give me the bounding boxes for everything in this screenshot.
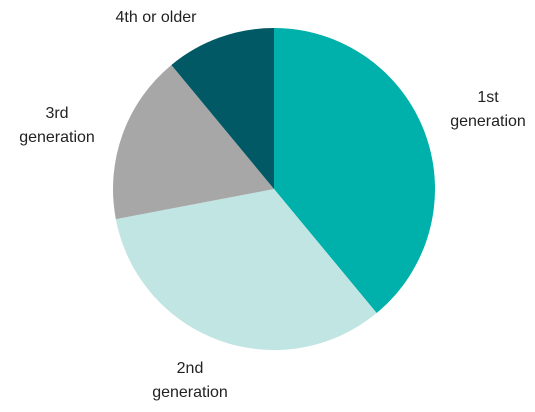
pie-slice-1	[274, 28, 436, 314]
pie-slices	[112, 27, 436, 351]
slice-label-line: 3rd	[45, 105, 68, 122]
pie-slice-3	[112, 64, 274, 220]
slice-label-line: 2nd	[177, 360, 204, 377]
slice-label-line: generation	[152, 384, 228, 401]
slice-label-line: generation	[450, 113, 526, 130]
slice-label-2: 2nd generation	[152, 360, 228, 401]
slice-labels: 1st generation 2nd generation 3rd generation 4…	[19, 9, 526, 401]
slice-label-1: 1st generation	[450, 89, 526, 130]
slice-label-3: 3rd generation	[19, 105, 95, 146]
slice-label-4: 4th or older	[116, 9, 198, 26]
slice-label-line: 4th or older	[116, 9, 198, 26]
slice-label-line: 1st	[477, 89, 499, 106]
slice-label-line: generation	[19, 129, 95, 146]
pie-slice-4	[171, 27, 274, 189]
pie-slice-2	[115, 189, 377, 351]
